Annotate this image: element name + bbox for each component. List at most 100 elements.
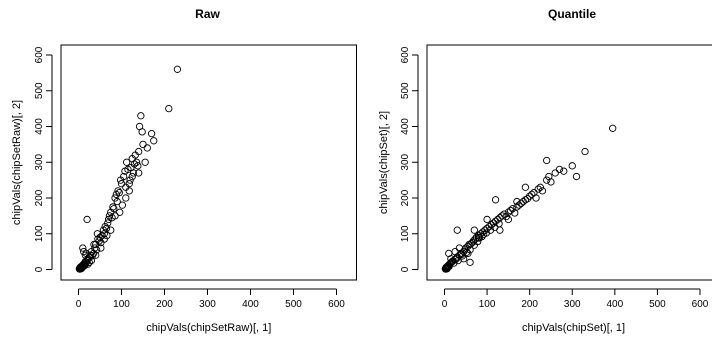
chart-title: Raw [195, 7, 220, 21]
x-axis-label: chipVals(chipSet)[, 1] [522, 322, 625, 334]
data-point [141, 158, 149, 166]
x-tick-label: 400 [606, 299, 623, 310]
data-point [543, 156, 551, 165]
data-point [474, 233, 483, 241]
scatter-points [75, 65, 182, 273]
y-tick-label: 200 [34, 189, 45, 206]
x-tick-label: 500 [649, 299, 666, 310]
x-tick-label: 200 [156, 299, 173, 310]
y-tick-label: 500 [34, 82, 45, 99]
x-tick-label: 300 [199, 299, 216, 310]
data-point [528, 190, 536, 199]
x-tick-label: 300 [564, 299, 581, 310]
data-point [79, 244, 87, 252]
data-point [173, 65, 182, 73]
x-tick-label: 500 [285, 299, 302, 310]
data-point [572, 172, 581, 181]
data-point [138, 128, 146, 136]
data-point [472, 233, 481, 241]
data-point [132, 158, 141, 166]
x-tick-label: 600 [328, 299, 345, 310]
data-point [97, 244, 105, 252]
data-point [113, 197, 121, 206]
data-point [139, 140, 147, 149]
data-point [451, 255, 459, 264]
data-point [150, 137, 158, 145]
data-point [123, 158, 131, 166]
x-tick-label: 400 [242, 299, 259, 310]
data-point [128, 172, 136, 181]
data-point [536, 183, 544, 191]
data-point [80, 262, 88, 270]
data-point [555, 165, 564, 174]
y-axis: 0 100 200 300 400 500 600 [400, 46, 419, 272]
data-point [534, 185, 542, 193]
x-tick-label: 0 [442, 299, 448, 310]
data-point [118, 201, 127, 209]
y-tick-label: 500 [400, 82, 411, 99]
data-point [532, 194, 540, 202]
data-point [568, 162, 576, 170]
data-point [122, 183, 130, 191]
data-point [560, 167, 568, 175]
data-point [515, 201, 523, 209]
x-tick-label: 0 [76, 299, 82, 310]
data-point [447, 255, 455, 263]
chart-title: Quantile [548, 7, 596, 21]
data-point [443, 265, 451, 273]
data-point [464, 249, 472, 258]
data-point [496, 226, 504, 234]
data-point [111, 194, 119, 202]
data-point [551, 169, 559, 177]
y-axis: 0 100 200 300 400 500 600 [34, 46, 53, 272]
data-point [83, 215, 91, 224]
y-tick-label: 600 [34, 46, 45, 63]
data-point [523, 195, 532, 203]
data-point [125, 187, 133, 195]
data-point [130, 160, 139, 168]
y-tick-label: 100 [400, 225, 411, 242]
data-point [470, 226, 478, 234]
plot-frame [60, 44, 357, 281]
data-point [110, 205, 118, 213]
data-point [143, 144, 151, 152]
y-axis-label: chipVals(chipSet)[, 2] [378, 111, 390, 214]
data-point [98, 231, 106, 240]
data-point [513, 197, 521, 206]
data-point [483, 224, 491, 233]
scatter-points [441, 124, 617, 273]
data-point [581, 147, 589, 156]
data-point [491, 196, 500, 204]
y-tick-label: 600 [400, 46, 411, 63]
data-point [93, 230, 102, 238]
data-point [147, 129, 156, 138]
data-point [446, 259, 455, 267]
data-point [116, 208, 124, 216]
data-point [102, 224, 111, 233]
data-point [466, 258, 474, 266]
data-point [117, 180, 126, 188]
data-point [609, 124, 617, 132]
data-point [460, 255, 468, 263]
data-point [135, 147, 143, 156]
y-tick-label: 300 [34, 153, 45, 170]
x-axis: 0 100 200 300 400 500 600 [76, 288, 345, 310]
x-tick-label: 200 [521, 299, 538, 310]
data-point [521, 183, 530, 191]
data-point [122, 194, 130, 202]
data-point [451, 247, 459, 256]
data-point [104, 215, 113, 224]
data-point [455, 244, 464, 252]
data-point [125, 180, 133, 188]
data-point [120, 172, 128, 181]
x-tick-label: 100 [479, 299, 496, 310]
y-tick-label: 400 [400, 118, 411, 135]
y-axis-label: chipVals(chipSetRaw)[, 2] [11, 100, 23, 225]
data-point [90, 240, 98, 249]
data-point [543, 176, 551, 184]
data-point [498, 212, 506, 220]
data-point [103, 231, 111, 240]
data-point [478, 232, 486, 241]
data-point [506, 206, 515, 215]
